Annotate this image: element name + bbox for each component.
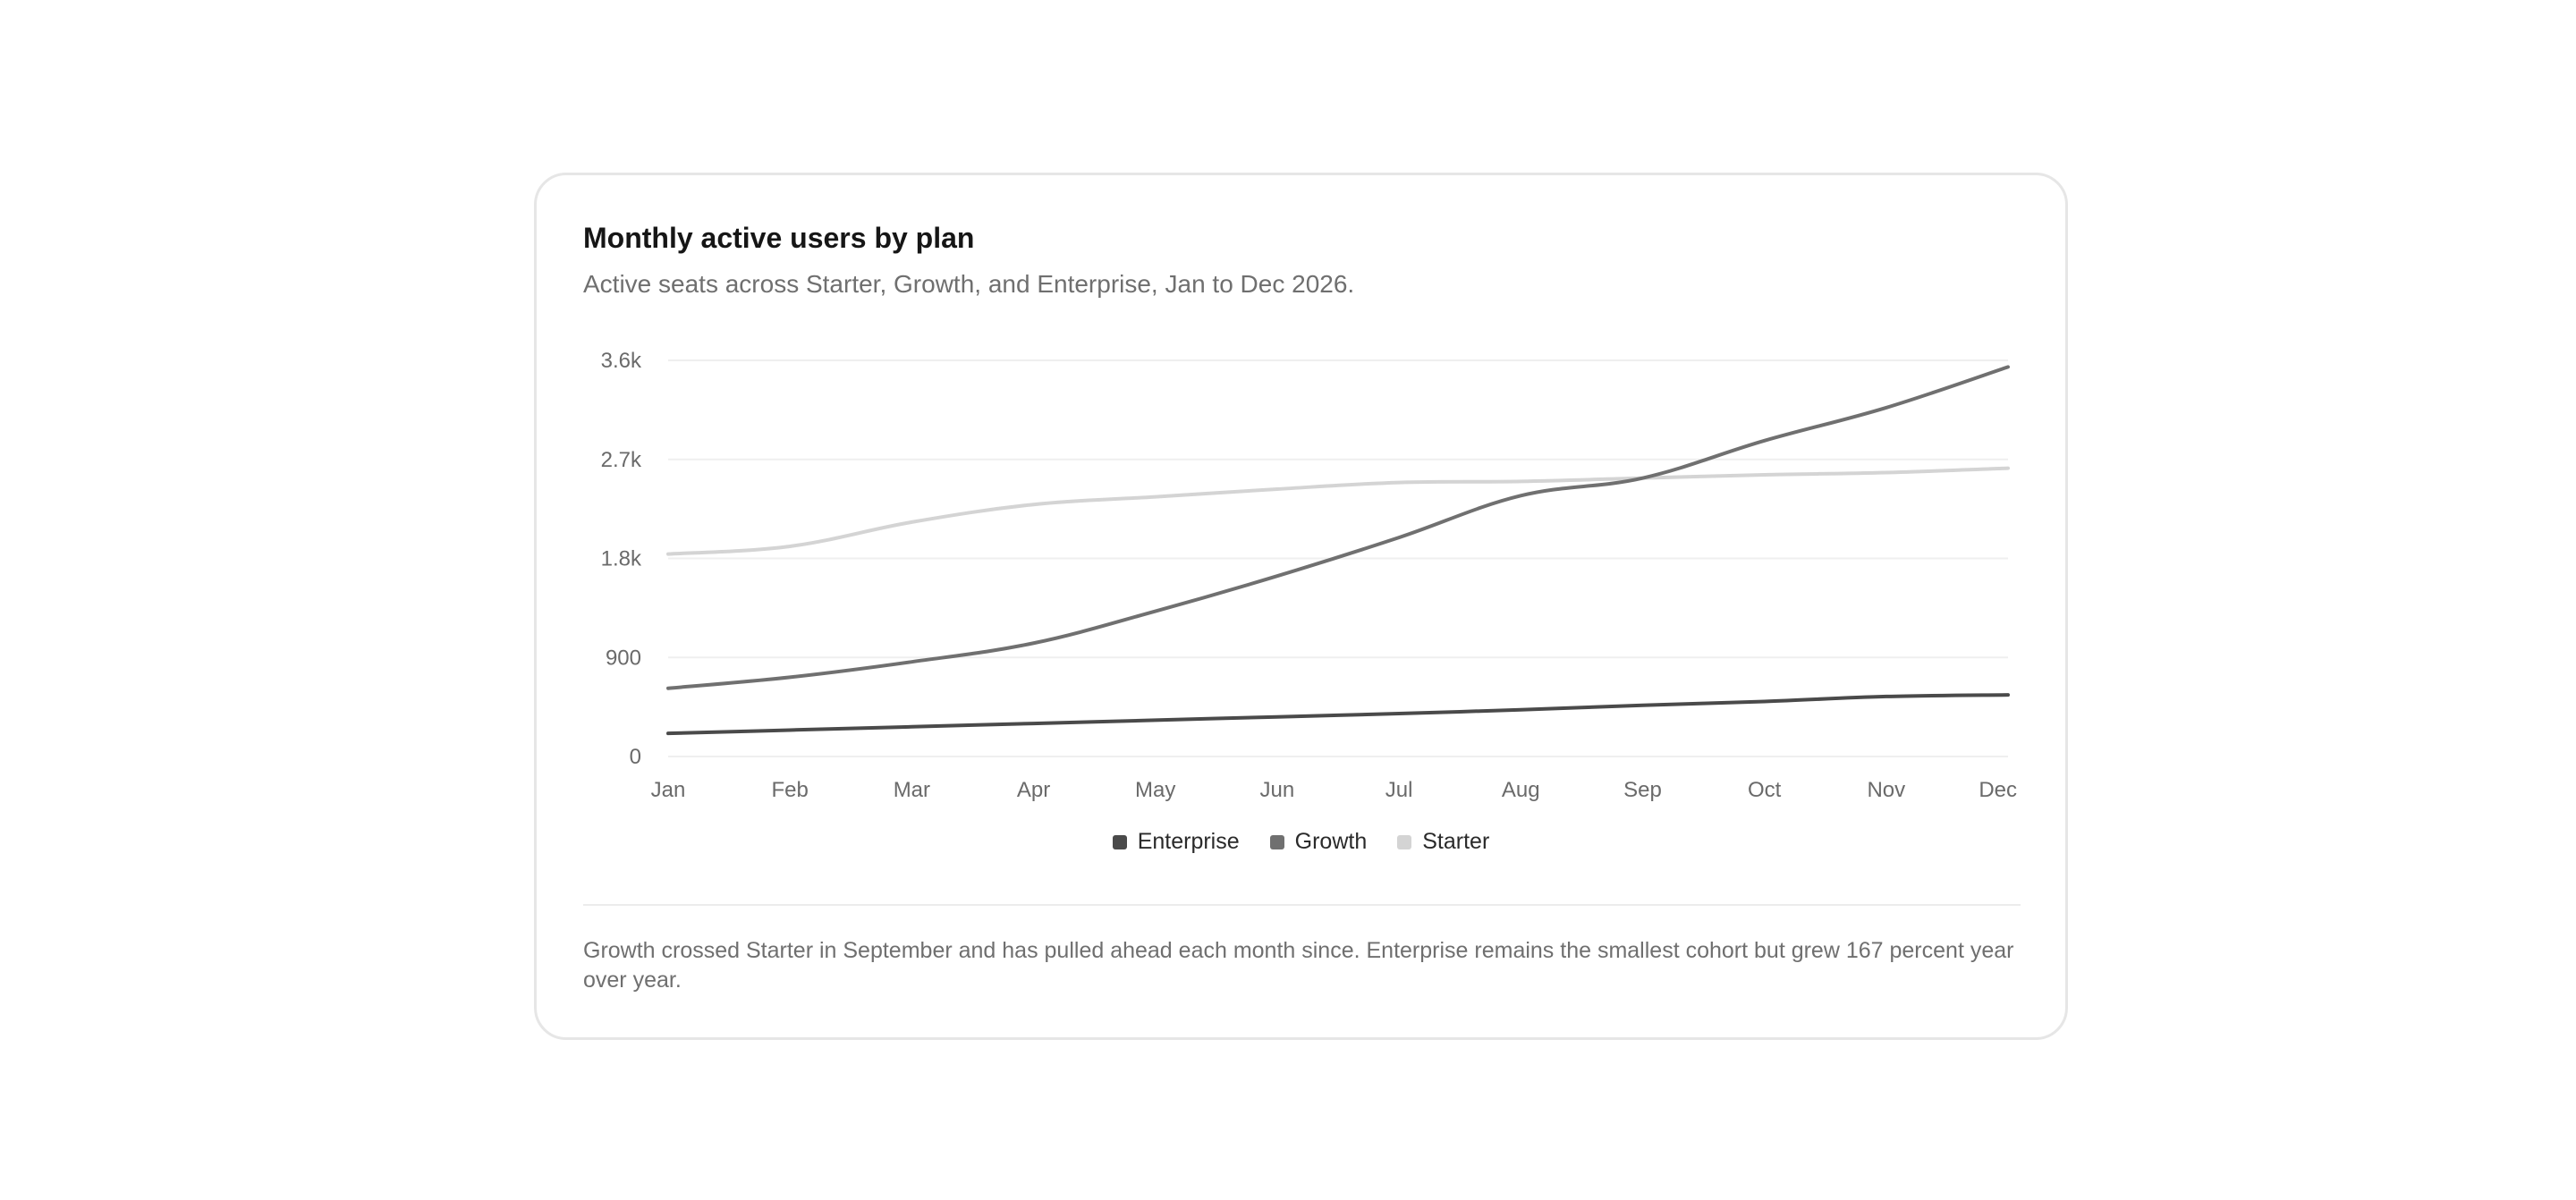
- x-tick-label: Oct: [1748, 778, 1782, 802]
- series-line-enterprise: [666, 693, 2010, 736]
- y-tick-label: 2.7k: [601, 448, 642, 472]
- x-tick-label: Nov: [1867, 778, 1905, 802]
- y-tick-label: 3.6k: [601, 349, 642, 373]
- legend-swatch: [1269, 834, 1284, 849]
- legend-item-growth: Growth: [1269, 829, 1368, 855]
- legend-swatch: [1397, 834, 1412, 849]
- chart-subtitle: Active seats across Starter, Growth, and…: [583, 270, 1355, 298]
- chart-title: Monthly active users by plan: [583, 222, 975, 254]
- x-tick-label: Jan: [651, 778, 686, 802]
- x-tick-label: Sep: [1623, 778, 1662, 802]
- y-tick-label: 1.8k: [601, 547, 642, 571]
- legend-label: Enterprise: [1137, 829, 1240, 854]
- y-tick-label: 0: [630, 745, 641, 769]
- x-tick-label: Feb: [772, 778, 809, 802]
- line-chart: 0 900 1.8k 2.7k 3.6k Jan Feb Mar Apr May Jun Jul Au…: [601, 349, 2017, 802]
- x-tick-label: May: [1135, 778, 1175, 802]
- legend-item-starter: Starter: [1397, 829, 1489, 855]
- legend-label: Growth: [1294, 829, 1368, 854]
- y-tick-label: 900: [606, 646, 641, 670]
- y-axis-ticks: 0 900 1.8k 2.7k 3.6k: [601, 349, 642, 769]
- legend-swatch: [1112, 834, 1127, 849]
- series-line-starter: [666, 466, 2010, 556]
- series-lines: [666, 365, 2010, 736]
- x-tick-label: Aug: [1502, 778, 1540, 802]
- x-tick-label: Jun: [1260, 778, 1295, 802]
- x-tick-label: Jul: [1385, 778, 1413, 802]
- x-tick-label: Mar: [894, 778, 930, 802]
- x-tick-label: Dec: [1979, 778, 2017, 802]
- legend-item-enterprise: Enterprise: [1112, 829, 1240, 855]
- x-tick-label: Apr: [1017, 778, 1050, 802]
- legend-label: Starter: [1422, 829, 1490, 854]
- chart-legend: Enterprise Growth Starter: [537, 829, 2065, 855]
- x-axis-ticks: Jan Feb Mar Apr May Jun Jul Aug Sep Oct Nov Dec: [651, 778, 2017, 802]
- series-line-growth: [666, 365, 2010, 690]
- divider: [583, 904, 2021, 906]
- chart-note: Growth crossed Starter in September and …: [583, 938, 2014, 993]
- chart-card: Monthly active users by plan Active seat…: [534, 173, 2068, 1040]
